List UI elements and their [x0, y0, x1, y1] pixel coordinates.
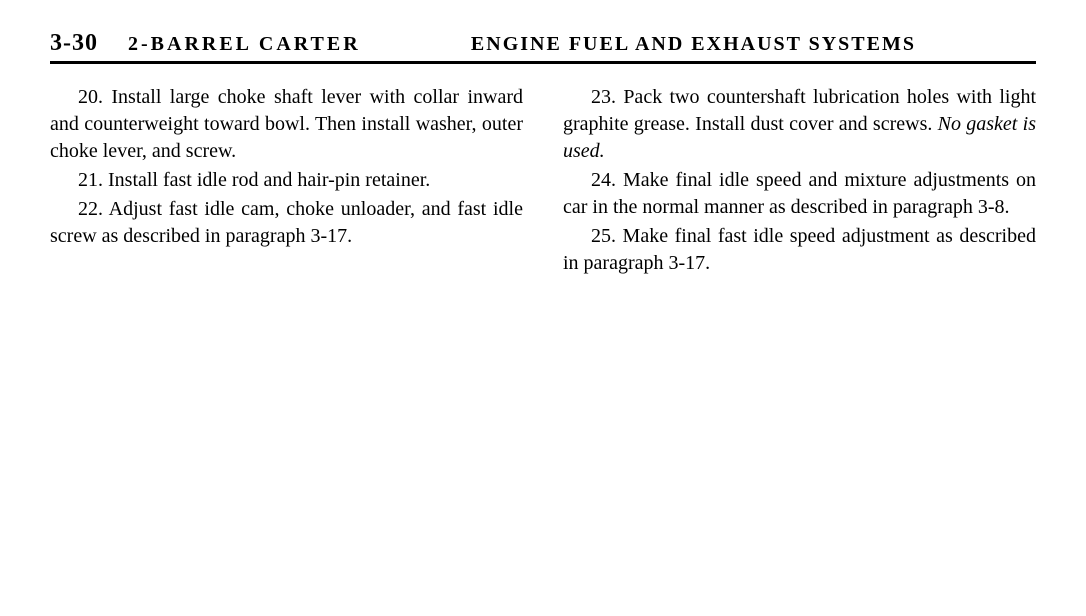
- paragraph-23: 23. Pack two countershaft lubrication ho…: [563, 84, 1036, 165]
- section-label: 2-BARREL CARTER: [128, 33, 361, 56]
- body-text-columns: 20. Install large choke shaft lever with…: [50, 84, 1036, 277]
- page-header: 3-30 2-BARREL CARTER ENGINE FUEL AND EXH…: [50, 30, 1036, 64]
- page-number: 3-30: [50, 30, 98, 57]
- paragraph-22: 22. Adjust fast idle cam, choke unloader…: [50, 196, 523, 250]
- paragraph-25: 25. Make final fast idle speed adjustmen…: [563, 223, 1036, 277]
- paragraph-20: 20. Install large choke shaft lever with…: [50, 84, 523, 165]
- paragraph-24: 24. Make final idle speed and mixture ad…: [563, 167, 1036, 221]
- main-title: ENGINE FUEL AND EXHAUST SYSTEMS: [471, 33, 916, 56]
- paragraph-21: 21. Install fast idle rod and hair-pin r…: [50, 167, 523, 194]
